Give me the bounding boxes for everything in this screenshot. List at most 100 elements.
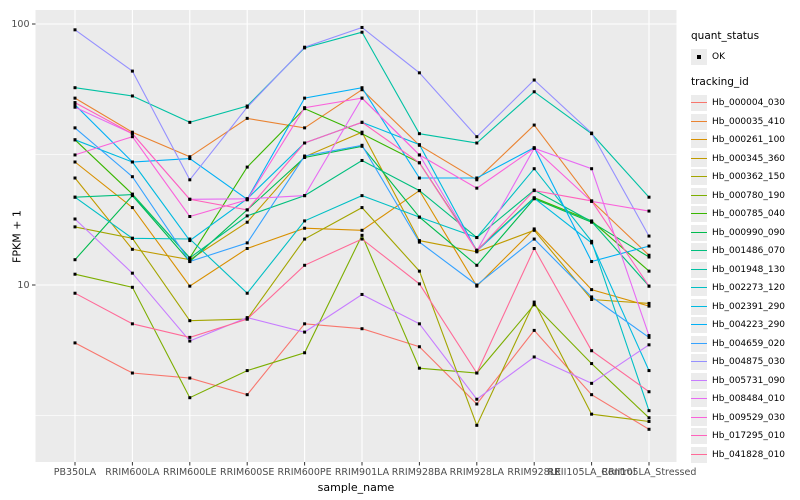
x-tick-label: RRIM600LE [163, 467, 217, 478]
data-point [73, 105, 77, 109]
data-point [417, 282, 421, 286]
data-point [188, 396, 192, 400]
legend-item-label: Hb_000990_090 [712, 227, 786, 238]
point-marker-icon [697, 55, 701, 59]
data-point [417, 189, 421, 193]
legend-item-Hb_000035_410: Hb_000035_410 [691, 113, 799, 131]
data-point [303, 45, 307, 49]
legend-item-label: Hb_000362_150 [712, 172, 786, 182]
x-tick-label: RRII105LA_Stressed [602, 467, 697, 478]
legend-line-swatch [691, 379, 707, 381]
data-point [73, 341, 77, 345]
legend-item-Hb_000990_090: Hb_000990_090 [691, 224, 799, 242]
data-point [417, 71, 421, 75]
data-point [532, 189, 536, 193]
data-point [360, 86, 364, 90]
data-point [130, 94, 134, 98]
data-point [532, 123, 536, 127]
legend-item-Hb_000261_100: Hb_000261_100 [691, 131, 799, 149]
legend-line-swatch [691, 398, 707, 400]
legend-line-swatch [691, 139, 707, 141]
panel-background [35, 10, 677, 462]
data-point [360, 120, 364, 124]
data-point [590, 239, 594, 243]
data-point [130, 132, 134, 136]
legend-key-box [691, 95, 707, 111]
legend-item-Hb_004659_020: Hb_004659_020 [691, 335, 799, 353]
data-point [647, 390, 651, 394]
legend-item-Hb_004223_290: Hb_004223_290 [691, 316, 799, 334]
data-point [360, 206, 364, 210]
legend-line-swatch [691, 435, 707, 437]
data-point [73, 225, 77, 229]
x-tick-label: RRIM901LA [335, 467, 390, 478]
data-point [532, 228, 536, 232]
x-tick-label: PB350LA [54, 467, 97, 478]
data-point [647, 209, 651, 213]
legend: quant_status OK tracking_id Hb_000004_03… [691, 30, 799, 464]
legend-title-tracking-id: tracking_id [691, 76, 749, 88]
x-axis-title: sample_name [317, 481, 395, 494]
data-point [245, 393, 249, 397]
data-point [647, 284, 651, 288]
data-point [245, 220, 249, 224]
data-point [647, 255, 651, 259]
data-point [245, 317, 249, 321]
data-point [188, 258, 192, 262]
data-point [73, 28, 77, 32]
data-point [647, 419, 651, 423]
legend-key-box [691, 187, 707, 204]
data-point [532, 303, 536, 307]
data-point [130, 160, 134, 164]
data-point [532, 237, 536, 241]
data-point [188, 335, 192, 339]
legend-key-box [691, 261, 707, 278]
x-tick-label: RRII105LA_Control [548, 467, 636, 478]
data-point [417, 269, 421, 273]
data-point [245, 116, 249, 120]
legend-key-box [691, 243, 707, 259]
legend-line-swatch [691, 231, 707, 233]
legend-item-Hb_001948_130: Hb_001948_130 [691, 261, 799, 279]
data-point [130, 135, 134, 139]
data-point [188, 237, 192, 241]
legend-key-box [691, 317, 707, 333]
data-point [590, 199, 594, 203]
data-point [417, 132, 421, 136]
legend-line-swatch [691, 120, 707, 122]
data-point [303, 330, 307, 334]
data-point [73, 291, 77, 295]
data-point [475, 397, 479, 401]
legend-key-box [691, 298, 707, 315]
data-point [647, 304, 651, 308]
data-point [590, 297, 594, 301]
legend-line-swatch [691, 305, 707, 307]
legend-line-swatch [691, 268, 707, 270]
legend-item-label: Hb_009529_030 [712, 412, 786, 423]
data-point [475, 135, 479, 139]
data-point [245, 291, 249, 295]
data-point [245, 105, 249, 109]
legend-item-Hb_002391_290: Hb_002391_290 [691, 298, 799, 316]
data-point [73, 176, 77, 180]
legend-item-Hb_041828_010: Hb_041828_010 [691, 446, 799, 464]
legend-item-label: Hb_008484_010 [712, 394, 786, 404]
data-point [475, 263, 479, 267]
legend-line-swatch [691, 157, 707, 159]
legend-line-swatch [691, 213, 707, 215]
legend-line-swatch [691, 324, 707, 326]
data-point [188, 215, 192, 219]
data-point [130, 247, 134, 251]
data-point [647, 369, 651, 373]
data-point [647, 334, 651, 338]
data-point [590, 295, 594, 299]
legend-item-Hb_017295_010: Hb_017295_010 [691, 427, 799, 445]
data-point [647, 234, 651, 238]
data-point [417, 161, 421, 165]
data-point [647, 269, 651, 273]
data-point [475, 236, 479, 240]
data-point [188, 319, 192, 323]
data-point [647, 244, 651, 248]
y-axis-title: FPKM + 1 [10, 210, 24, 263]
legend-line-swatch [691, 416, 707, 418]
